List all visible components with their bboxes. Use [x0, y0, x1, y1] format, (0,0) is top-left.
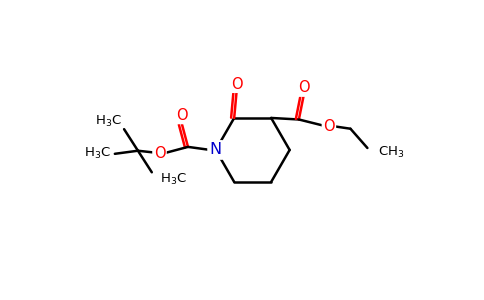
Text: N: N: [210, 142, 222, 158]
Text: H$_3$C: H$_3$C: [95, 114, 122, 129]
Text: O: O: [323, 119, 335, 134]
Text: H$_3$C: H$_3$C: [160, 172, 186, 187]
Text: O: O: [154, 146, 166, 161]
Text: CH$_3$: CH$_3$: [378, 145, 405, 160]
Text: O: O: [298, 80, 309, 95]
Text: H$_3$C: H$_3$C: [84, 146, 111, 161]
Text: O: O: [176, 108, 188, 123]
Text: O: O: [231, 76, 242, 92]
